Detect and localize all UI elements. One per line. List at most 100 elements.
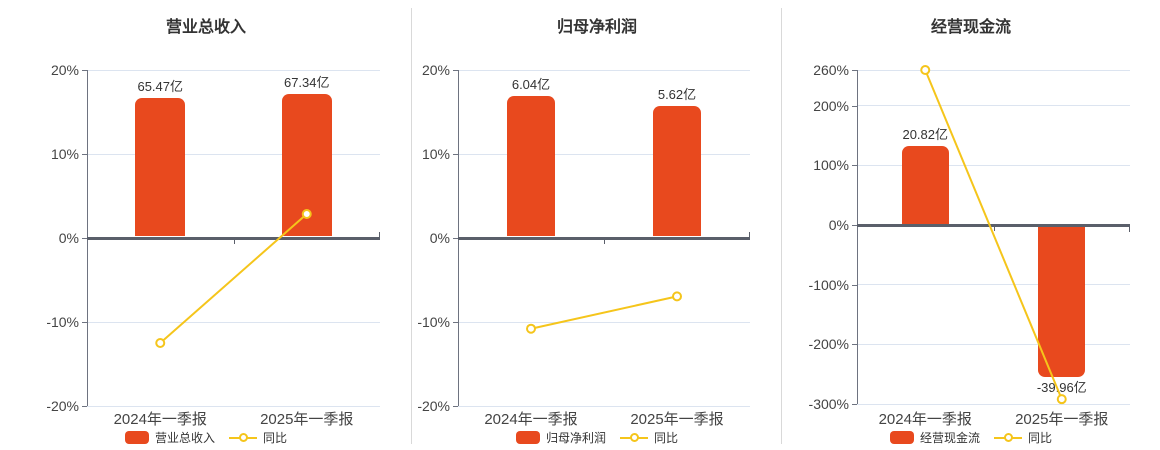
y-gridline	[87, 405, 380, 407]
legend-line-icon	[229, 431, 257, 444]
yoy-marker	[1056, 394, 1067, 405]
x-axis-label: 2024年一季报	[878, 411, 972, 428]
y-axis-tick-label: 0%	[828, 217, 849, 234]
y-axis-tick-label: -200%	[808, 336, 849, 353]
y-gridline	[857, 284, 1130, 286]
x-axis-end-tick	[1129, 226, 1130, 232]
revenue-chart-panel: 营业总收入 20% 10% 0% -10% -20% 65.47亿 2024年一季报 67.3…	[0, 0, 412, 450]
y-gridline	[458, 321, 750, 323]
y-axis-tick-label: 0%	[58, 230, 79, 246]
x-axis-label: 2025年一季报	[1015, 411, 1109, 428]
net-profit-chart-panel: 归母净利润 20% 10% 0% -10% -20% 6.04亿 2024年一季报 5.62亿…	[412, 0, 782, 450]
x-axis-mid-tick	[604, 239, 605, 244]
legend-line-label: 同比	[263, 431, 288, 445]
y-axis-tick-label: -10%	[417, 314, 450, 330]
y-axis-tick-label: -20%	[46, 398, 79, 414]
y-axis-tick	[852, 344, 857, 346]
y-axis-tick-label: 260%	[813, 62, 849, 78]
y-gridline	[857, 164, 1130, 166]
legend-line-label: 同比	[1028, 431, 1053, 445]
y-axis-tick-label: -20%	[417, 398, 450, 414]
yoy-line	[530, 295, 678, 330]
chart-legend: 归母净利润 同比	[412, 429, 782, 446]
bar	[135, 97, 186, 237]
y-gridline	[458, 405, 750, 407]
legend-item-line-series[interactable]: 同比	[229, 429, 287, 446]
legend-bar-swatch	[124, 431, 149, 444]
x-axis-mid-tick	[993, 226, 995, 231]
legend-item-line-series[interactable]: 同比	[994, 429, 1052, 446]
bar-value-label: 20.82亿	[902, 127, 949, 143]
operating-cashflow-chart-panel: 经营现金流 260% 200% 100% 0% -100% -200% -300% 20.82…	[782, 0, 1160, 450]
legend-line-marker	[238, 433, 248, 442]
y-axis-tick	[453, 322, 458, 323]
y-axis-tick	[852, 225, 857, 227]
y-axis-tick-label: 10%	[50, 146, 79, 162]
y-axis-tick	[852, 284, 857, 286]
y-axis-spine	[857, 70, 858, 404]
y-gridline	[857, 69, 1130, 71]
x-axis-end-tick	[749, 231, 750, 237]
y-axis-tick	[852, 70, 857, 71]
y-axis-tick-label: 20%	[50, 62, 79, 78]
y-axis-tick	[453, 70, 458, 71]
bar	[653, 105, 701, 237]
legend-line-marker	[629, 433, 639, 442]
y-axis-tick	[82, 406, 87, 407]
y-axis-tick-label: -10%	[46, 314, 79, 330]
y-axis-tick-label: 10%	[421, 146, 450, 162]
y-axis-tick-label: 100%	[813, 157, 849, 174]
y-axis-tick-label: 200%	[813, 97, 849, 114]
chart-legend: 经营现金流 同比	[782, 429, 1160, 446]
legend-item-bar-series[interactable]: 营业总收入	[124, 429, 215, 446]
y-axis-tick	[82, 322, 87, 323]
x-axis-label: 2025年一季报	[260, 411, 354, 428]
zero-axis-line	[458, 236, 750, 240]
y-axis-tick	[453, 406, 458, 407]
y-gridline	[857, 403, 1130, 405]
panel-divider	[781, 8, 782, 444]
yoy-marker	[526, 323, 536, 334]
bar	[507, 96, 555, 237]
legend-bar-swatch	[889, 431, 914, 444]
x-axis-end-tick	[379, 231, 380, 237]
chart-legend: 营业总收入 同比	[0, 429, 412, 446]
x-axis-label: 2025年一季报	[630, 411, 724, 428]
yoy-line-chart	[526, 291, 682, 334]
y-axis-tick	[453, 238, 458, 239]
legend-item-line-series[interactable]: 同比	[620, 429, 678, 446]
bar	[901, 146, 949, 224]
x-axis-label: 2024年一季报	[484, 411, 578, 428]
x-axis-mid-tick	[233, 239, 235, 244]
y-axis-tick-label: 20%	[421, 62, 450, 78]
yoy-marker	[672, 291, 682, 302]
chart-title: 营业总收入	[165, 19, 246, 36]
legend-line-marker	[1003, 433, 1013, 442]
y-gridline	[458, 153, 750, 155]
y-axis-tick	[852, 105, 857, 107]
bar-value-label: -39.96亿	[1036, 379, 1087, 395]
bar-value-label: 5.62亿	[657, 86, 697, 102]
legend-bar-label: 经营现金流	[919, 431, 980, 445]
y-axis-tick	[852, 165, 857, 167]
bar-value-label: 6.04亿	[511, 77, 551, 93]
legend-line-label: 同比	[654, 431, 679, 445]
legend-item-bar-series[interactable]: 经营现金流	[889, 429, 980, 446]
legend-item-bar-series[interactable]: 归母净利润	[515, 429, 606, 446]
y-axis-tick-label: 0%	[429, 230, 450, 246]
bar-value-label: 65.47亿	[137, 78, 184, 94]
chart-title: 归母净利润	[556, 19, 637, 36]
y-gridline	[857, 343, 1130, 345]
y-axis-tick-label: -100%	[808, 276, 849, 293]
y-gridline	[87, 69, 380, 71]
panel-divider	[411, 8, 412, 444]
yoy-marker	[155, 338, 166, 348]
y-gridline	[87, 321, 380, 323]
y-gridline	[857, 105, 1130, 107]
y-axis-tick	[82, 238, 87, 239]
chart-title: 经营现金流	[930, 19, 1011, 36]
y-axis-tick	[852, 404, 857, 405]
bar-value-label: 67.34亿	[283, 74, 330, 90]
y-axis-tick	[453, 154, 458, 155]
